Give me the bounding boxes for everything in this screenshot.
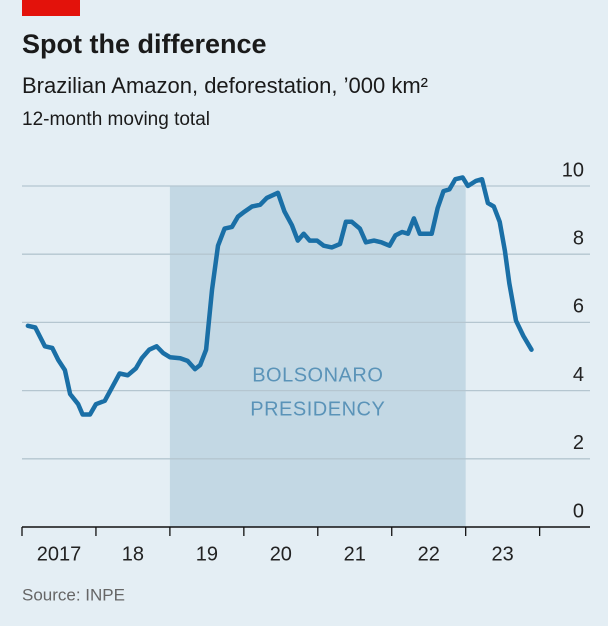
x-tick-label: 18 (122, 543, 144, 565)
x-tick-label: 20 (270, 543, 292, 565)
presidency-shade (169, 186, 466, 527)
x-tick-label: 23 (492, 543, 514, 565)
y-axis-label: 12-month moving total (22, 109, 210, 130)
x-tick-label: 19 (196, 543, 218, 565)
source: Source: INPE (22, 585, 125, 604)
annotation-text: PRESIDENCY (250, 398, 385, 420)
y-tick-label: 2 (573, 432, 584, 454)
x-tick-label: 2017 (37, 543, 82, 565)
annotation-text: BOLSONARO (252, 364, 383, 386)
chart-subtitle: Brazilian Amazon, deforestation, ’000 km… (22, 73, 428, 98)
data-line (25, 175, 534, 417)
y-tick-label: 8 (573, 227, 584, 249)
y-tick-label: 6 (573, 296, 584, 318)
x-tick-label: 22 (418, 543, 440, 565)
y-tick-label: 4 (573, 364, 584, 386)
x-tick-label: 21 (344, 543, 366, 565)
y-tick-label: 10 (562, 159, 584, 181)
y-tick-label: 0 (573, 500, 584, 522)
brand-tag (22, 0, 80, 16)
chart-title: Spot the difference (22, 29, 267, 59)
